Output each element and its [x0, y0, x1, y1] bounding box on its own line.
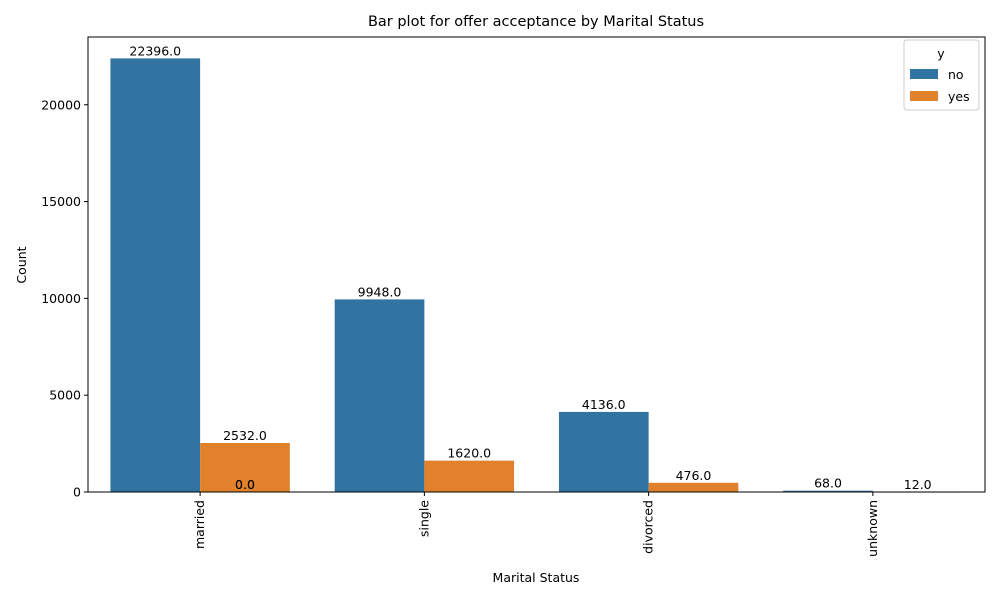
bar-value-label: 476.0	[676, 468, 712, 483]
bar-divorced-yes	[648, 482, 739, 492]
bar-unknown-no	[783, 490, 873, 492]
legend: y no yes	[903, 39, 980, 111]
bar-value-label: 4136.0	[582, 397, 626, 412]
bar-value-label: 1620.0	[447, 446, 491, 461]
legend-label-no: no	[948, 67, 964, 82]
y-axis-label: Count	[14, 246, 29, 283]
bar-value-label: 9948.0	[358, 284, 402, 299]
bar-divorced-no	[558, 411, 649, 492]
plot-frame	[87, 36, 986, 493]
bars-layer	[110, 58, 963, 493]
x-tick-label: unknown	[865, 500, 880, 557]
y-tick-label: 20000	[41, 97, 81, 112]
chart-title: Bar plot for offer acceptance by Marital…	[368, 14, 704, 30]
bar-value-label: 22396.0	[129, 43, 181, 58]
x-tick-label: divorced	[641, 500, 656, 554]
x-tick-label: married	[192, 500, 207, 549]
bar-value-label: 2532.0	[223, 428, 267, 443]
legend-swatch-no	[910, 69, 938, 79]
y-tick-label: 10000	[41, 291, 81, 306]
legend-title: y	[937, 46, 945, 61]
axes-layer: married single divorced unknown 0 5000 10000 15…	[41, 36, 986, 557]
zero-value-label: 0.0	[235, 477, 255, 492]
legend-swatch-yes	[910, 91, 938, 101]
bar-married-no	[110, 58, 201, 493]
y-tick-label: 0	[73, 485, 81, 500]
zero-value-label: 0.0	[235, 477, 255, 492]
value-labels-layer: 22396.0 2532.0 9948.0 1620.0 4136.0 476.0 68.0…	[129, 43, 931, 492]
bar-married-yes	[200, 442, 290, 492]
x-axis-label: Marital Status	[493, 570, 580, 585]
bar-single-no	[334, 299, 425, 492]
bar-value-label: 68.0	[814, 476, 842, 491]
bar-value-label: 12.0	[904, 477, 932, 492]
y-tick-label: 5000	[49, 388, 81, 403]
x-tick-label: single	[416, 500, 431, 537]
legend-label-yes: yes	[948, 89, 970, 104]
y-tick-label: 15000	[41, 194, 81, 209]
bar-single-yes	[424, 460, 515, 492]
